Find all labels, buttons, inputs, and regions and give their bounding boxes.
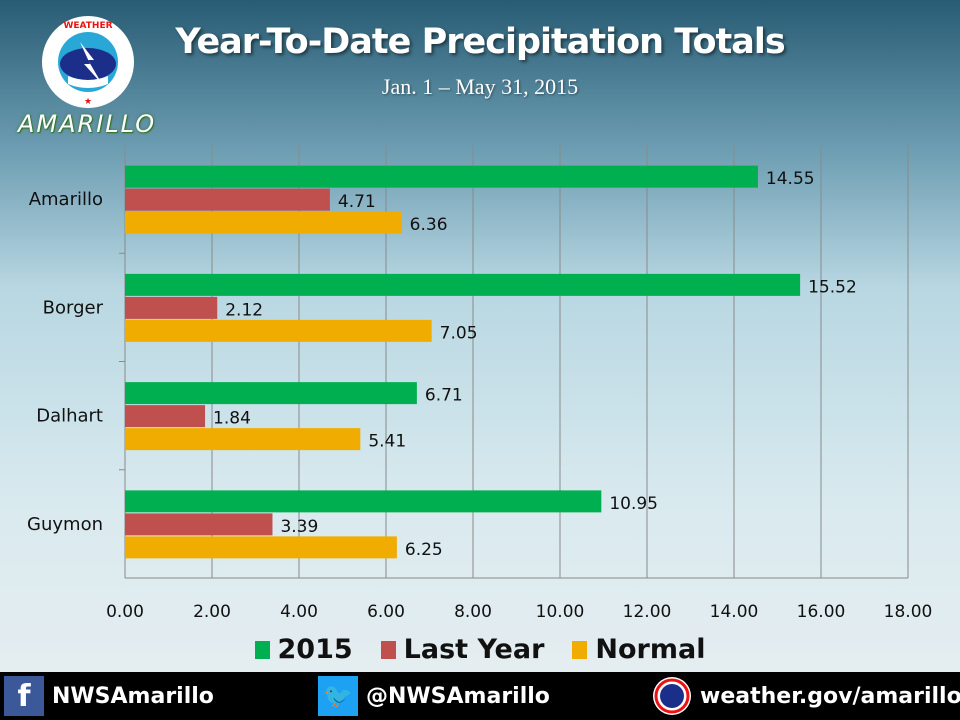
data-label: 6.71 (425, 386, 463, 406)
data-label: 5.41 (368, 432, 406, 452)
bar-normal (125, 319, 432, 342)
legend-label: Normal (595, 634, 706, 665)
x-tick-label: 8.00 (454, 602, 492, 622)
x-tick-label: 4.00 (280, 602, 318, 622)
category-label: Guymon (27, 514, 103, 535)
svg-text:★: ★ (84, 97, 92, 107)
bar-2015 (125, 273, 801, 296)
bar-normal (125, 536, 397, 559)
chart-title: Year-To-Date Precipitation Totals (175, 22, 785, 62)
website-url: weather.gov/amarillo (700, 683, 960, 709)
category-label: Dalhart (36, 406, 103, 427)
data-label: 7.05 (440, 323, 478, 343)
bar-chart: 0.00 2.00 4.00 6.00 8.00 10.00 12.00 14.00 16.00… (27, 145, 933, 622)
data-label: 10.95 (609, 494, 658, 514)
data-label: 1.84 (213, 409, 251, 429)
legend-item-normal: Normal (572, 634, 705, 665)
bar-2015 (125, 165, 758, 188)
facebook-icon: f (4, 676, 44, 716)
bar-normal (125, 211, 402, 234)
website-link[interactable]: weather.gov/amarillo (652, 676, 960, 716)
data-label: 14.55 (766, 169, 815, 189)
x-tick-label: 18.00 (884, 602, 933, 622)
chart-subtitle: Jan. 1 – May 31, 2015 (381, 74, 579, 99)
nws-logo-icon: WEATHER ★ (42, 16, 134, 108)
bar-last-year (125, 513, 273, 536)
bar-last-year (125, 188, 330, 211)
twitter-handle: @NWSAmarillo (366, 683, 550, 709)
svg-text:WEATHER: WEATHER (63, 21, 112, 31)
legend-swatch (254, 640, 270, 659)
bar-2015 (125, 490, 602, 513)
x-tick-label: 6.00 (367, 602, 405, 622)
legend-swatch (572, 640, 588, 659)
x-tick-label: 10.00 (536, 602, 585, 622)
data-label: 6.25 (405, 540, 443, 560)
facebook-handle: NWSAmarillo (52, 683, 214, 709)
category-label: Borger (43, 297, 104, 318)
data-label: 6.36 (410, 215, 448, 235)
data-label: 4.71 (338, 192, 376, 212)
footer: f NWSAmarillo 🐦 @NWSAmarillo weather.gov… (0, 672, 960, 720)
bar-normal (125, 428, 361, 451)
legend: 2015 Last Year Normal (0, 634, 960, 665)
twitter-link[interactable]: 🐦 @NWSAmarillo (318, 676, 550, 716)
data-label: 3.39 (280, 517, 318, 537)
facebook-link[interactable]: f NWSAmarillo (4, 676, 214, 716)
bar-last-year (125, 405, 206, 428)
bar-2015 (125, 382, 417, 405)
x-tick-label: 16.00 (797, 602, 846, 622)
legend-label: Last Year (403, 634, 545, 665)
legend-label: 2015 (277, 634, 353, 665)
x-tick-label: 14.00 (710, 602, 759, 622)
logo-text: AMARILLO (18, 110, 157, 138)
category-label: Amarillo (29, 189, 103, 210)
data-label: 15.52 (808, 277, 857, 297)
twitter-icon: 🐦 (318, 676, 358, 716)
bar-last-year (125, 296, 218, 319)
legend-item-2015: 2015 (254, 634, 353, 665)
x-tick-label: 2.00 (193, 602, 231, 622)
x-tick-label: 0.00 (106, 602, 144, 622)
legend-swatch (380, 640, 396, 659)
legend-item-last-year: Last Year (380, 634, 545, 665)
nws-logo-icon (653, 677, 691, 715)
data-label: 2.12 (225, 300, 263, 320)
x-tick-label: 12.00 (623, 602, 672, 622)
